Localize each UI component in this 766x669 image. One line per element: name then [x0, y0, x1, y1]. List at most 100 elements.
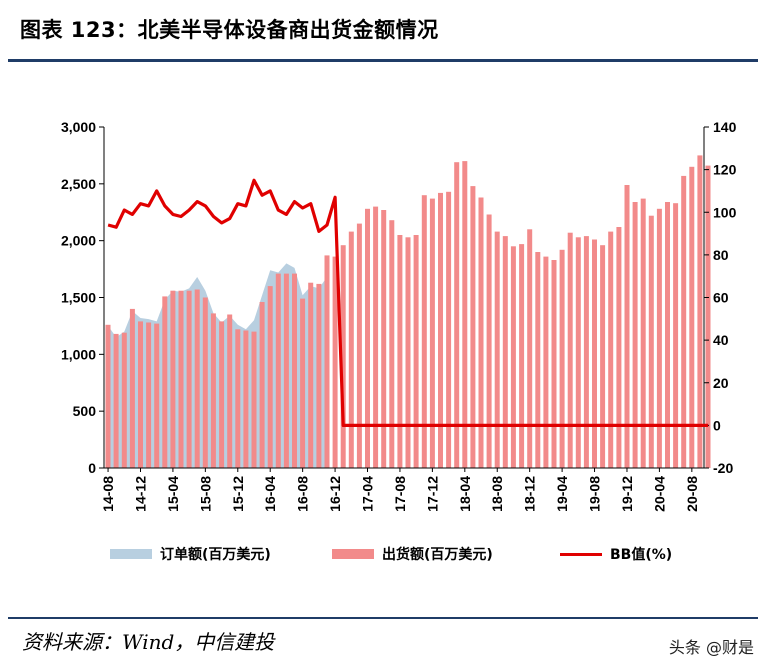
x-tick-label: 14-12 [133, 476, 149, 512]
right-tick-label: 60 [713, 290, 729, 306]
source-rule [8, 617, 758, 619]
shipment-bar [608, 231, 614, 468]
shipment-bar [292, 273, 297, 468]
shipment-bar [470, 186, 476, 468]
shipment-bar [186, 290, 192, 468]
shipment-bar [373, 206, 379, 468]
shipment-bar [227, 314, 233, 468]
x-tick-label: 18-12 [522, 476, 538, 512]
chart-svg: 0 500 1,000 1,500 2,000 2,500 3,000 -20 0 20 40 60 8… [61, 119, 737, 512]
shipment-bar [300, 298, 306, 468]
shipment-bar [348, 231, 354, 468]
shipment-bar [705, 165, 711, 468]
shipment-bar [381, 210, 387, 468]
left-tick-label: 1,500 [61, 290, 96, 306]
shipment-bar [340, 245, 346, 468]
shipment-bar [462, 161, 468, 468]
shipment-bar [673, 203, 679, 468]
shipment-bar [583, 236, 589, 468]
legend-label-orders: 订单额(百万美元) [160, 547, 271, 563]
right-tick-label: 0 [713, 417, 721, 433]
shipment-bar [486, 214, 492, 468]
shipment-bar [640, 198, 646, 468]
shipment-bar [162, 296, 168, 468]
right-tick-label: 40 [713, 332, 729, 348]
source-note: 资料来源：Wind，中信建投 [22, 630, 275, 654]
legend-item-orders: 订单额(百万美元) [110, 544, 271, 564]
shipment-bar [510, 246, 516, 468]
shipment-bar [600, 245, 606, 468]
shipment-bar [332, 256, 338, 468]
x-tick-label: 19-04 [554, 476, 570, 512]
x-tick-label: 18-08 [489, 476, 505, 512]
x-tick-label: 20-04 [651, 476, 667, 512]
shipment-bar [210, 313, 216, 468]
shipment-bar [543, 256, 549, 468]
shipment-bar [356, 223, 362, 468]
x-tick-label: 15-12 [230, 476, 246, 512]
left-tick-label: 2,000 [61, 233, 96, 249]
x-tick-label: 16-04 [262, 476, 278, 512]
shipment-bar [527, 229, 533, 468]
shipment-bar [519, 244, 525, 468]
shipment-bar [235, 329, 241, 468]
shipment-bar [113, 333, 119, 468]
shipment-bar [429, 198, 435, 468]
shipment-bar [251, 331, 257, 468]
x-tick-label: 15-08 [197, 476, 213, 512]
legend-swatch-shipments [332, 549, 374, 559]
chart-title: 图表 123：北美半导体设备商出货金额情况 [20, 18, 439, 42]
shipment-bar [121, 332, 127, 468]
x-tick-label: 18-04 [457, 476, 473, 512]
shipment-bar [665, 202, 670, 468]
shipment-bar [502, 236, 508, 468]
right-tick-label: 140 [713, 119, 737, 135]
shipment-bar [202, 297, 208, 468]
x-tick-label: 16-08 [295, 476, 311, 512]
shipment-bar [697, 155, 703, 468]
legend-label-shipments: 出货额(百万美元) [382, 547, 493, 563]
shipment-bar [494, 231, 500, 468]
shipment-bar [170, 290, 176, 468]
shipment-bar [129, 308, 135, 468]
shipment-bar [194, 289, 200, 468]
shipment-bar [275, 273, 281, 468]
legend-item-shipments: 出货额(百万美元) [332, 544, 493, 564]
shipment-bar [624, 185, 630, 468]
shipment-bar [324, 255, 330, 468]
x-tick-label: 20-08 [684, 476, 700, 512]
left-tick-label: 1,000 [61, 346, 96, 362]
shipment-bar [308, 282, 314, 468]
shipment-bar [421, 195, 427, 468]
shipment-bar [689, 166, 695, 469]
shipment-bar [389, 220, 395, 468]
shipment-bar [259, 302, 265, 468]
shipment-bar [567, 232, 573, 468]
x-tick-label: 15-04 [165, 476, 181, 512]
shipment-bar [454, 162, 460, 468]
left-tick-label: 0 [88, 460, 96, 476]
shipment-bar [267, 286, 273, 468]
left-tick-label: 500 [73, 403, 97, 419]
x-tick-label: 17-12 [424, 476, 440, 512]
title-rule [8, 59, 758, 62]
shipment-bar [446, 191, 452, 469]
left-tick-label: 2,500 [61, 176, 96, 192]
shipment-bar [656, 208, 662, 469]
x-tick-label: 17-04 [360, 476, 376, 512]
shipment-bar [397, 235, 403, 468]
bb-line [107, 178, 709, 427]
shipment-bar [178, 290, 184, 468]
shipment-bar [438, 192, 443, 468]
shipment-bar [559, 249, 565, 468]
x-tick-label: 19-12 [619, 476, 635, 512]
shipment-bar [405, 237, 411, 468]
shipment-bar [138, 321, 143, 468]
shipment-bar [551, 260, 557, 468]
legend-item-bb: BB值(%) [560, 544, 672, 564]
shipment-bar [316, 283, 322, 468]
shipment-bar [219, 321, 225, 468]
left-tick-label: 3,000 [61, 119, 96, 135]
shipment-bar [105, 324, 111, 468]
x-tick-label: 17-08 [392, 476, 408, 512]
